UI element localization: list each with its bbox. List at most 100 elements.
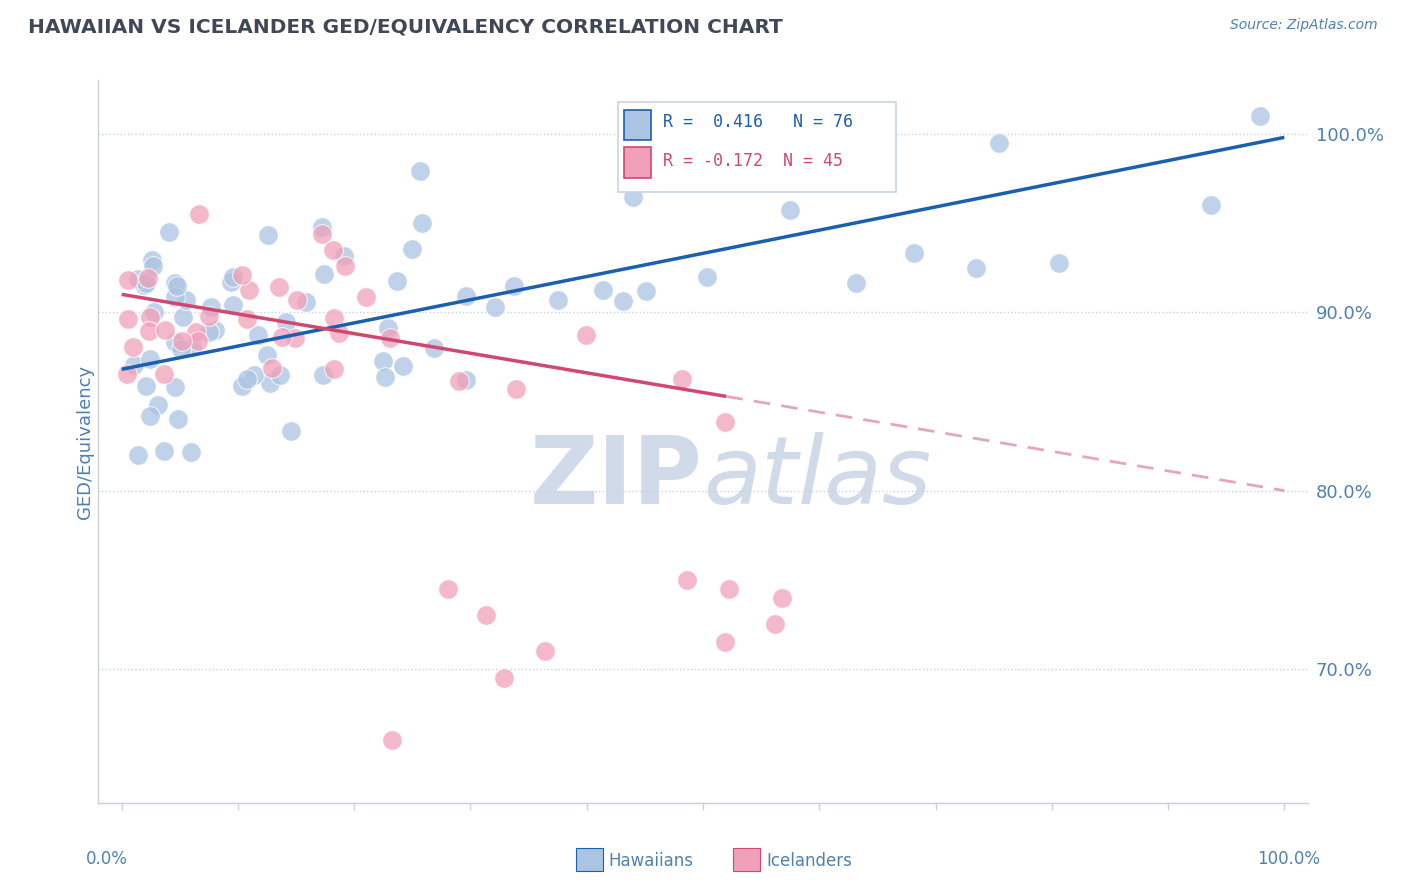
Point <box>696 270 718 285</box>
Point <box>474 608 496 623</box>
Point <box>454 289 477 303</box>
Point <box>238 283 260 297</box>
Point <box>170 334 193 348</box>
Point <box>270 330 292 344</box>
Point <box>127 272 149 286</box>
FancyBboxPatch shape <box>624 110 651 140</box>
Point <box>188 207 211 221</box>
Point <box>148 398 170 412</box>
Text: R = -0.172  N = 45: R = -0.172 N = 45 <box>664 153 844 170</box>
Point <box>139 409 162 423</box>
Point <box>260 360 283 375</box>
Point <box>143 305 166 319</box>
Point <box>380 733 402 747</box>
Point <box>547 293 569 307</box>
Point <box>117 311 139 326</box>
Point <box>138 310 160 325</box>
Point <box>204 323 226 337</box>
Point <box>637 137 659 152</box>
Point <box>503 279 526 293</box>
Point <box>311 220 333 235</box>
Point <box>153 444 176 458</box>
Point <box>636 284 658 298</box>
Point <box>903 246 925 260</box>
Point <box>411 216 433 230</box>
Point <box>247 328 270 343</box>
Text: 0.0%: 0.0% <box>86 850 128 868</box>
Text: atlas: atlas <box>703 432 931 524</box>
Point <box>1249 109 1271 123</box>
Text: Icelanders: Icelanders <box>766 852 852 870</box>
Point <box>235 312 257 326</box>
Point <box>243 368 266 382</box>
Point <box>231 379 253 393</box>
Point <box>779 203 801 218</box>
Point <box>845 277 868 291</box>
Point <box>731 175 754 189</box>
Point <box>612 294 634 309</box>
Point <box>197 309 219 323</box>
Point <box>533 644 555 658</box>
Point <box>165 290 187 304</box>
Point <box>447 374 470 388</box>
Point <box>166 279 188 293</box>
Point <box>257 227 280 242</box>
Point <box>170 342 193 356</box>
Point <box>965 261 987 276</box>
Point <box>312 368 335 383</box>
FancyBboxPatch shape <box>734 848 759 871</box>
Point <box>294 295 316 310</box>
Point <box>135 276 157 290</box>
Point <box>332 249 354 263</box>
Point <box>187 334 209 349</box>
Point <box>814 136 837 150</box>
Point <box>335 259 357 273</box>
Point <box>763 617 786 632</box>
Point <box>138 325 160 339</box>
Point <box>770 591 793 605</box>
Point <box>592 283 614 297</box>
Point <box>222 270 245 285</box>
Text: Source: ZipAtlas.com: Source: ZipAtlas.com <box>1230 18 1378 32</box>
Point <box>235 372 257 386</box>
Point <box>165 276 187 290</box>
Text: 100.0%: 100.0% <box>1257 850 1320 868</box>
Point <box>391 359 413 373</box>
Point <box>269 368 291 382</box>
Point <box>323 362 346 376</box>
Point <box>380 330 402 344</box>
Point <box>172 310 194 324</box>
Point <box>197 325 219 339</box>
Point <box>280 424 302 438</box>
Point <box>1201 197 1223 211</box>
FancyBboxPatch shape <box>619 102 897 193</box>
Point <box>142 260 165 274</box>
Point <box>136 271 159 285</box>
Point <box>314 268 336 282</box>
Point <box>153 367 176 381</box>
Point <box>259 376 281 390</box>
Point <box>354 290 377 304</box>
Point <box>157 225 180 239</box>
Point <box>167 412 190 426</box>
Point <box>219 275 242 289</box>
Point <box>505 382 527 396</box>
Point <box>231 268 253 282</box>
Y-axis label: GED/Equivalency: GED/Equivalency <box>76 365 94 518</box>
Point <box>117 367 139 381</box>
Point <box>122 359 145 373</box>
Point <box>222 297 245 311</box>
FancyBboxPatch shape <box>576 848 603 871</box>
Point <box>437 582 460 596</box>
Point <box>484 300 506 314</box>
Point <box>200 300 222 314</box>
Point <box>311 227 333 241</box>
Point <box>423 342 446 356</box>
Text: ZIP: ZIP <box>530 432 703 524</box>
Point <box>180 445 202 459</box>
Point <box>284 330 307 344</box>
Point <box>135 379 157 393</box>
Point <box>718 582 741 596</box>
Point <box>621 190 644 204</box>
Point <box>713 635 735 649</box>
